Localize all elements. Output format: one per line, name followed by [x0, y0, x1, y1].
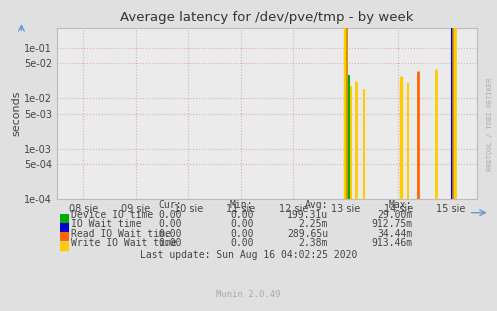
Text: IO Wait time: IO Wait time: [71, 219, 142, 229]
Text: 913.46m: 913.46m: [371, 238, 413, 248]
Text: ■: ■: [59, 211, 70, 225]
Text: 2.38m: 2.38m: [299, 238, 328, 248]
Text: 0.00: 0.00: [230, 210, 253, 220]
Text: Munin 2.0.49: Munin 2.0.49: [216, 290, 281, 299]
Text: ■: ■: [59, 221, 70, 234]
Text: 912.75m: 912.75m: [371, 219, 413, 229]
Text: Avg:: Avg:: [305, 200, 328, 210]
Text: 289.65u: 289.65u: [287, 229, 328, 239]
Text: 34.44m: 34.44m: [377, 229, 413, 239]
Y-axis label: seconds: seconds: [11, 91, 21, 136]
Text: 29.00m: 29.00m: [377, 210, 413, 220]
Text: ■: ■: [59, 239, 70, 253]
Text: 0.00: 0.00: [158, 229, 181, 239]
Title: Average latency for /dev/pve/tmp - by week: Average latency for /dev/pve/tmp - by we…: [120, 11, 414, 24]
Text: 0.00: 0.00: [230, 229, 253, 239]
Text: Device IO time: Device IO time: [71, 210, 153, 220]
Text: 0.00: 0.00: [230, 219, 253, 229]
Text: RRDTOOL / TOBI OETIKER: RRDTOOL / TOBI OETIKER: [487, 78, 493, 171]
Text: 0.00: 0.00: [230, 238, 253, 248]
Text: Last update: Sun Aug 16 04:02:25 2020: Last update: Sun Aug 16 04:02:25 2020: [140, 250, 357, 260]
Text: 0.00: 0.00: [158, 219, 181, 229]
Text: ■: ■: [59, 230, 70, 243]
Text: 0.00: 0.00: [158, 238, 181, 248]
Text: 199.31u: 199.31u: [287, 210, 328, 220]
Text: 0.00: 0.00: [158, 210, 181, 220]
Text: Read IO Wait time: Read IO Wait time: [71, 229, 171, 239]
Text: 2.25m: 2.25m: [299, 219, 328, 229]
Text: Max:: Max:: [389, 200, 413, 210]
Text: Cur:: Cur:: [158, 200, 181, 210]
Text: Min:: Min:: [230, 200, 253, 210]
Text: Write IO Wait time: Write IO Wait time: [71, 238, 177, 248]
